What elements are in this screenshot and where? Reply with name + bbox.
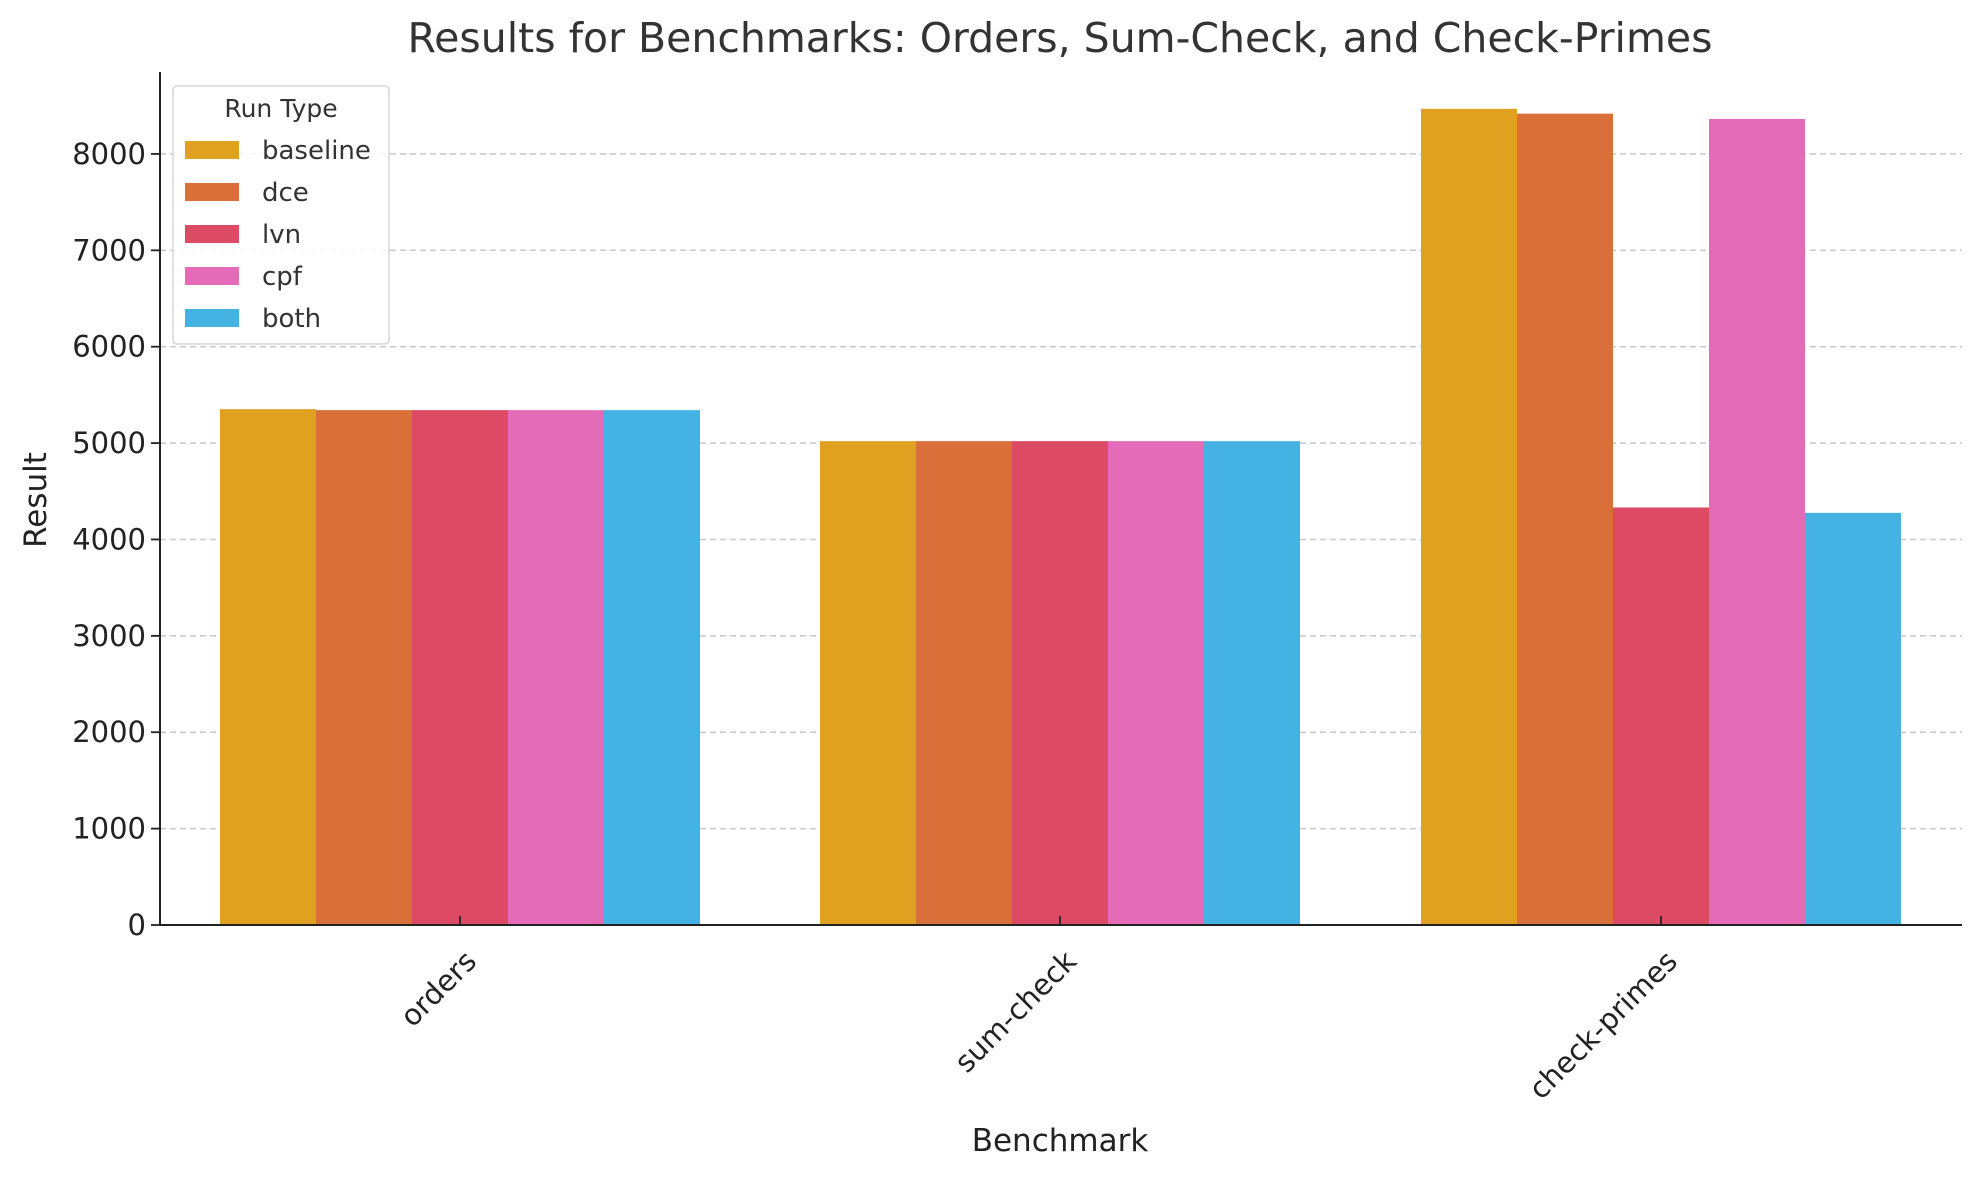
bar-dce-check-primes: [1517, 113, 1613, 926]
y-tick-label: 6000: [72, 330, 146, 364]
bar-lvn-orders: [412, 410, 508, 925]
legend-label-cpf: cpf: [262, 262, 303, 292]
legend-label-lvn: lvn: [262, 220, 301, 250]
bar-cpf-check-primes: [1709, 118, 1805, 926]
y-tick-label: 2000: [72, 715, 146, 749]
bar-dce-orders: [316, 410, 412, 925]
bar-dce-sum-check: [916, 441, 1012, 925]
bars: [220, 108, 1901, 926]
legend-swatch-lvn: [185, 225, 239, 243]
bar-both-check-primes: [1805, 512, 1901, 925]
y-tick-label: 4000: [72, 522, 146, 556]
y-axis-label: Result: [18, 452, 54, 548]
y-tick-label: 1000: [72, 812, 146, 846]
bar-lvn-check-primes: [1613, 507, 1709, 925]
legend-swatch-both: [185, 309, 239, 327]
legend: Run Type baseline dce lvn cpf both: [172, 85, 390, 345]
legend-label-baseline: baseline: [262, 136, 371, 166]
legend-swatch-cpf: [185, 267, 239, 285]
y-tick-label: 3000: [72, 619, 146, 653]
chart-title: Results for Benchmarks: Orders, Sum-Chec…: [408, 14, 1713, 62]
y-tick-label: 0: [128, 908, 146, 942]
bar-lvn-sum-check: [1012, 441, 1108, 925]
x-tick-label-orders: orders: [394, 944, 483, 1033]
bar-baseline-check-primes: [1421, 108, 1517, 926]
bar-cpf-orders: [508, 410, 604, 925]
legend-items: baseline dce lvn cpf both: [185, 136, 371, 334]
bar-cpf-sum-check: [1108, 441, 1204, 925]
bar-baseline-sum-check: [820, 441, 916, 925]
bar-both-orders: [604, 410, 700, 925]
axes: [151, 72, 1962, 926]
x-axis-label: Benchmark: [972, 1123, 1149, 1159]
x-tick-label-sum-check: sum-check: [948, 944, 1083, 1079]
x-tick-label-check-primes: check-primes: [1522, 944, 1684, 1106]
legend-swatch-baseline: [185, 141, 239, 159]
legend-title: Run Type: [224, 94, 337, 123]
bar-both-sum-check: [1204, 441, 1300, 925]
y-tick-label: 5000: [72, 426, 146, 460]
bar-baseline-orders: [220, 409, 316, 925]
y-tick-label: 7000: [72, 233, 146, 267]
y-tick-label: 8000: [72, 137, 146, 171]
legend-swatch-dce: [185, 183, 239, 201]
legend-label-dce: dce: [262, 178, 309, 208]
legend-label-both: both: [262, 304, 321, 334]
